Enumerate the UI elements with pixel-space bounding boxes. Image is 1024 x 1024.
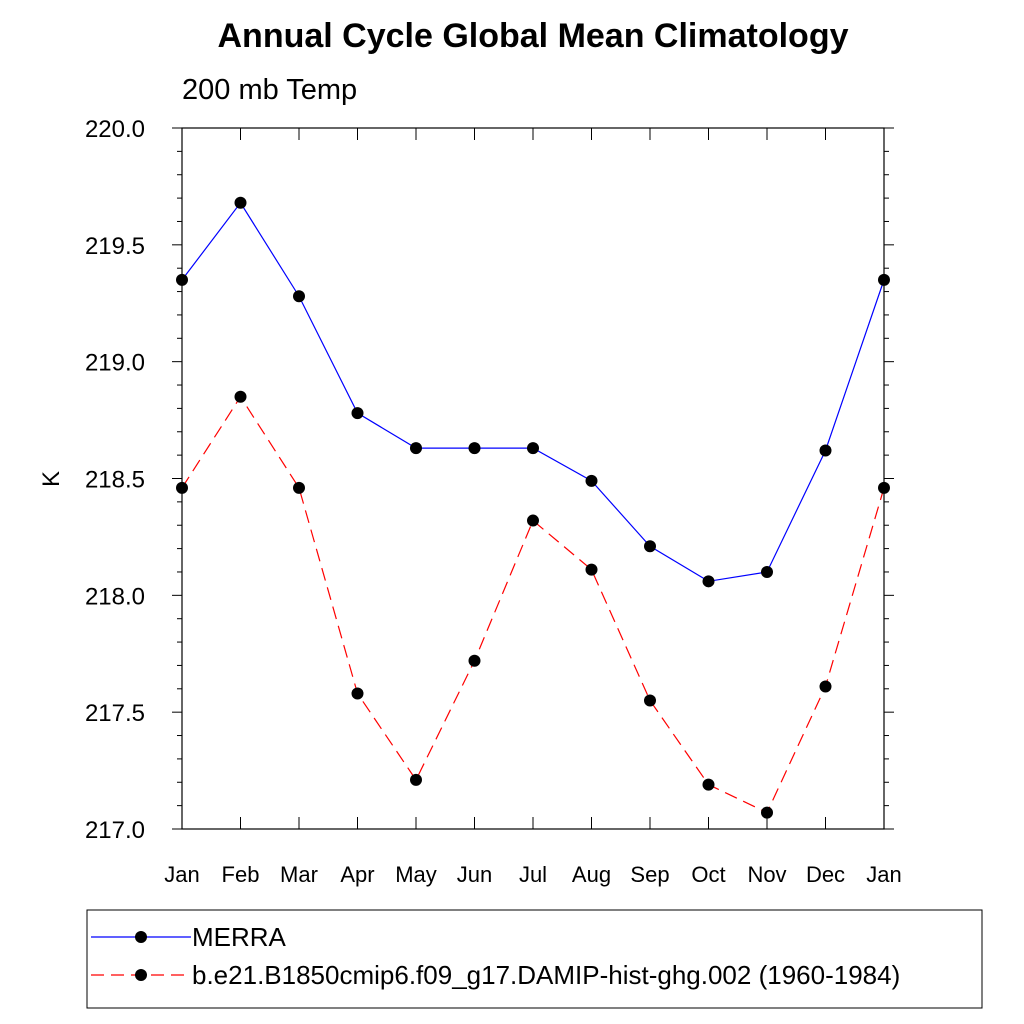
data-point: [527, 442, 539, 455]
data-point: [761, 565, 773, 578]
data-point: [585, 474, 598, 487]
x-tick-label: Jan: [164, 862, 199, 887]
legend-box: [86, 909, 983, 1009]
data-point: [878, 481, 890, 494]
x-tick-label: Dec: [806, 862, 845, 887]
y-tick-label: 219.5: [85, 233, 145, 260]
data-point: [878, 273, 890, 286]
data-point: [468, 442, 481, 455]
data-point: [293, 481, 305, 494]
y-tick-label: 218.0: [85, 583, 145, 610]
legend-items: MERRA b.e21.B1850cmip6.f09_g17.DAMIP-hist…: [91, 922, 900, 990]
series-2: [176, 390, 890, 819]
series-lines: [176, 196, 890, 819]
data-point: [234, 390, 247, 403]
data-point: [702, 778, 715, 791]
legend-item: MERRA: [91, 922, 287, 952]
x-tick-label: May: [395, 862, 437, 887]
data-point: [351, 407, 364, 420]
y-axis-label: K: [38, 471, 65, 487]
plot-area-frame: [181, 127, 885, 830]
legend-label: b.e21.B1850cmip6.f09_g17.DAMIP-hist-ghg.…: [192, 960, 900, 990]
legend-marker: [135, 969, 147, 981]
x-tick-labels: Jan Feb Mar Apr May Jun Jul Aug Sep Oct Nov Dec Jan: [164, 862, 901, 887]
legend-label: MERRA: [192, 922, 287, 952]
data-point: [644, 540, 656, 553]
legend-item: b.e21.B1850cmip6.f09_g17.DAMIP-hist-ghg.…: [91, 960, 900, 990]
data-point: [819, 444, 832, 457]
x-tick-label: Jan: [866, 862, 901, 887]
y-tick-label: 218.5: [85, 467, 145, 494]
chart-subtitle: 200 mb Temp: [182, 74, 357, 106]
legend-marker: [135, 931, 147, 943]
y-tick-labels: 217.0 217.5 218.0 218.5 219.0 219.5 220.0: [85, 116, 145, 844]
x-tick-label: Mar: [280, 862, 318, 887]
y-tick-label: 220.0: [85, 116, 145, 143]
data-point: [410, 442, 422, 455]
x-tick-label: Sep: [630, 862, 669, 887]
x-tick-label: Feb: [222, 862, 260, 887]
y-tick-label: 217.5: [85, 700, 145, 727]
data-point: [351, 687, 364, 700]
data-point: [702, 575, 715, 588]
data-point: [293, 290, 305, 303]
data-point: [585, 563, 598, 576]
axis-ticks: [172, 127, 894, 830]
legend: MERRA b.e21.B1850cmip6.f09_g17.DAMIP-hist…: [86, 909, 983, 1009]
x-tick-label: Apr: [340, 862, 374, 887]
data-point: [819, 680, 832, 693]
x-tick-label: Aug: [572, 862, 611, 887]
x-tick-label: Nov: [747, 862, 786, 887]
x-tick-label: Oct: [691, 862, 725, 887]
data-point: [644, 694, 656, 707]
data-point: [234, 196, 247, 209]
chart-title: Annual Cycle Global Mean Climatology: [218, 17, 849, 55]
data-point: [410, 773, 422, 786]
data-point: [761, 806, 773, 819]
y-tick-label: 217.0: [85, 817, 145, 844]
x-tick-label: Jul: [519, 862, 547, 887]
x-tick-label: Jun: [457, 862, 492, 887]
series-1: [176, 196, 890, 588]
data-point: [176, 481, 188, 494]
data-point: [176, 273, 188, 286]
series-line: [181, 395, 885, 814]
data-point: [527, 514, 539, 527]
y-tick-label: 219.0: [85, 350, 145, 377]
data-point: [468, 654, 481, 667]
